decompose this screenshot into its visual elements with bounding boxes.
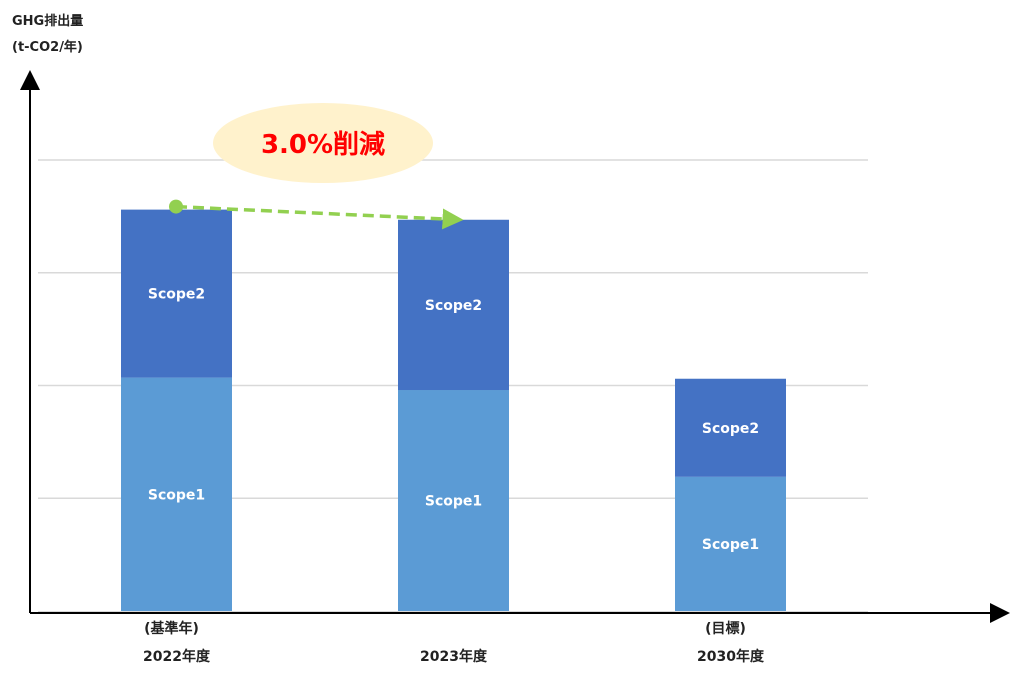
bar-scope2-0	[121, 209, 232, 378]
segment-label: Scope2	[702, 421, 759, 437]
segment-label: Scope1	[425, 494, 482, 510]
x-tick-label: 2030年度	[697, 649, 764, 665]
y-axis-label: GHG排出量	[12, 14, 84, 29]
bar-scope2-1	[398, 219, 509, 391]
trend-start-dot	[169, 199, 183, 214]
bar-scope1-1	[398, 390, 509, 611]
bar-scope2-2	[675, 378, 786, 477]
category-note: (目標)	[705, 621, 746, 637]
category-note: (基準年)	[144, 621, 199, 637]
annotation-bubble	[213, 103, 433, 183]
segment-label: Scope2	[425, 298, 482, 314]
segment-label: Scope2	[148, 287, 205, 303]
bar-scope1-0	[121, 377, 232, 611]
x-tick-label: 2022年度	[143, 649, 210, 665]
bar-scope1-2	[675, 476, 786, 611]
y-axis-unit: (t-CO2/年)	[12, 40, 83, 55]
segment-label: Scope1	[148, 487, 205, 503]
segment-label: Scope1	[702, 537, 759, 553]
annotation-text: 3.0%削減	[261, 130, 385, 160]
trend-arrow	[175, 204, 464, 230]
x-tick-label: 2023年度	[420, 649, 487, 665]
